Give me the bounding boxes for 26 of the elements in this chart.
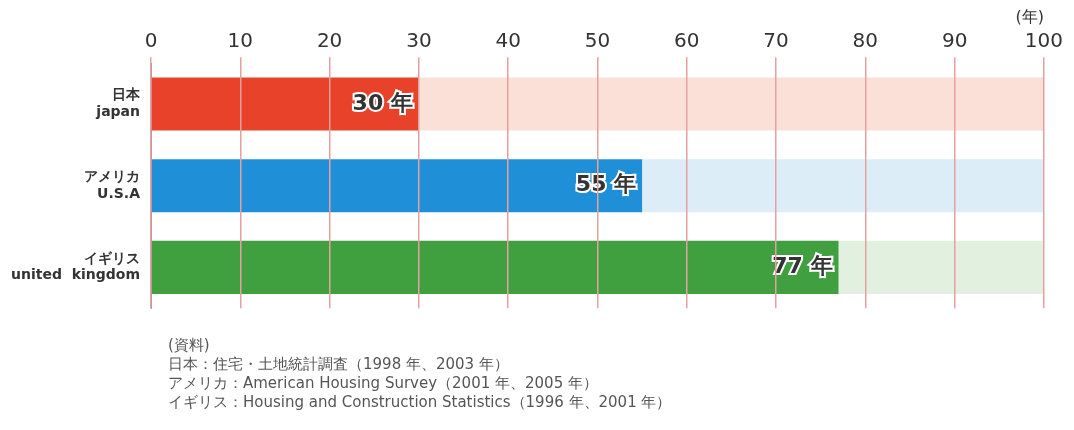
bar	[151, 77, 419, 131]
x-tick-label: 50	[584, 28, 611, 53]
x-tick-label: 70	[763, 28, 789, 53]
bar	[151, 159, 643, 213]
x-tick-label: 80	[852, 28, 879, 53]
text: (資料)	[168, 336, 211, 355]
bar	[642, 159, 1044, 213]
y-tick-label: イギリス united kingdom	[11, 249, 141, 283]
bar	[151, 240, 839, 294]
bar	[838, 240, 1044, 294]
text: 日本：住宅・土地統計調査（1998 年、2003 年）	[168, 355, 510, 374]
x-tick-label: 60	[674, 28, 700, 53]
y-tick-label: アメリカ U.S.A	[84, 167, 141, 201]
x-axis-title: (年)	[1015, 6, 1044, 26]
x-tick-label: 100	[1024, 28, 1064, 53]
x-tick-label: 20	[316, 28, 343, 53]
data-label: 30 年	[352, 89, 413, 115]
x-tick-label: 40	[495, 28, 521, 53]
x-tick-label: 10	[227, 28, 254, 53]
y-tick-label: 日本 japan	[95, 86, 142, 120]
text: アメリカ：American Housing Survey（2001 年、2005 年）	[168, 374, 599, 393]
x-tick-label: 0	[144, 28, 158, 53]
x-tick-label: 30	[406, 28, 432, 53]
bar	[418, 77, 1044, 131]
x-tick-label: 90	[941, 28, 968, 53]
text: イギリス：Housing and Construction Statistics（1996 年、2001 年）	[168, 393, 673, 412]
